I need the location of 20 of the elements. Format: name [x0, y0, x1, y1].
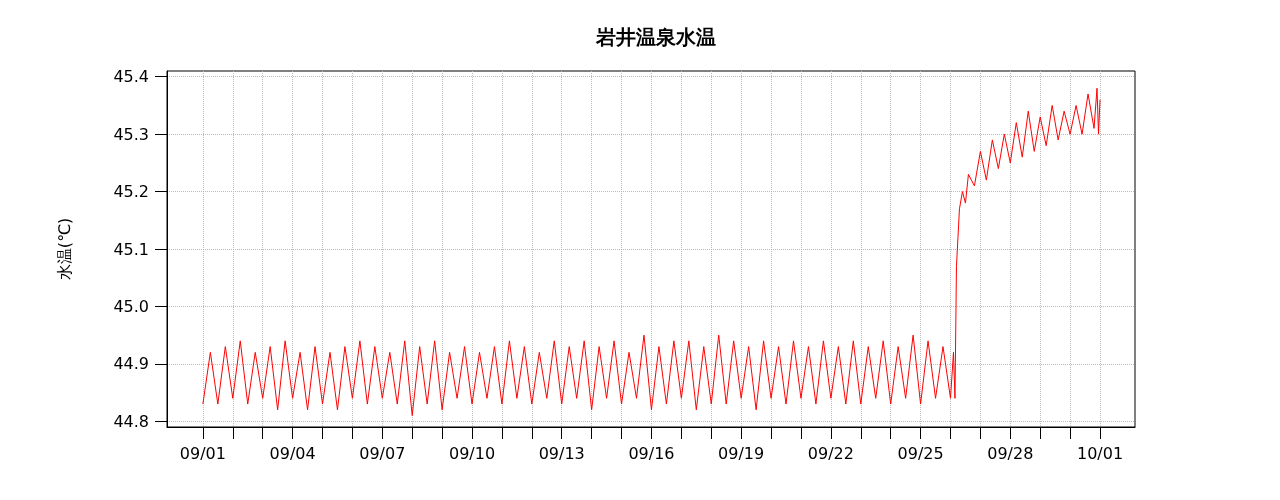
y-tick-label: 45.2 [113, 182, 149, 202]
x-tick-label: 09/19 [718, 443, 765, 463]
x-tick-label: 09/22 [807, 443, 854, 463]
chart-title: 岩井温泉水温 [595, 25, 716, 49]
x-tick-label: 09/25 [897, 443, 944, 463]
x-tick-label: 09/04 [269, 443, 316, 463]
y-tick-label: 45.4 [113, 67, 149, 87]
y-tick-label: 45.1 [113, 239, 149, 259]
x-tick-label: 10/01 [1076, 443, 1124, 463]
x-tick-label: 09/13 [538, 443, 585, 463]
x-tick-label: 09/07 [359, 443, 406, 463]
y-tick-label: 45.3 [113, 124, 149, 144]
y-axis-title: 水温(℃) [54, 217, 74, 281]
x-tick-label: 09/28 [987, 443, 1034, 463]
x-tick-label: 09/01 [179, 443, 226, 463]
x-tick-label: 09/10 [448, 443, 496, 463]
x-tick-label: 09/16 [628, 443, 675, 463]
y-tick-label: 44.9 [113, 354, 149, 374]
y-tick-label: 44.8 [113, 411, 149, 431]
y-tick-label: 45.0 [113, 296, 149, 316]
